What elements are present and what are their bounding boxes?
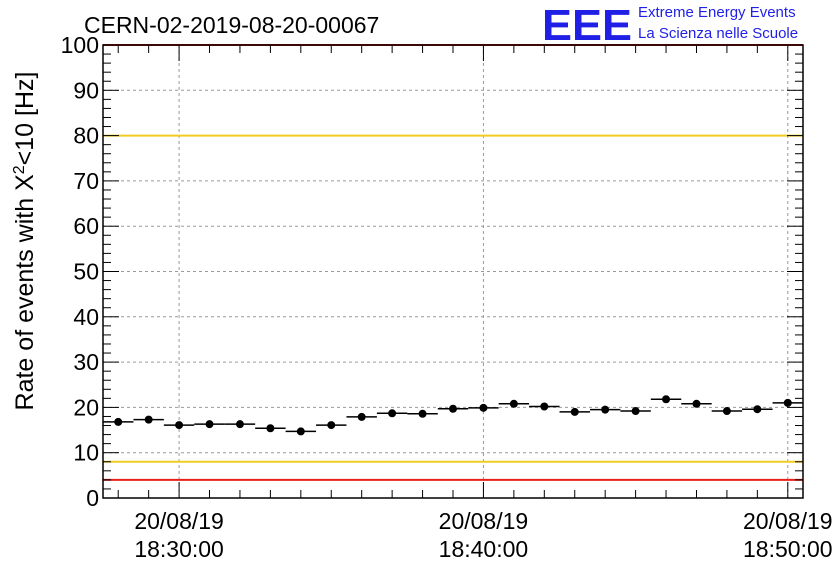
data-point [540,402,549,411]
data-point [753,405,762,414]
data-point [570,407,579,416]
data-point [266,424,275,433]
grid [103,45,803,498]
x-tick-label-time: 18:30:00 [134,536,224,562]
y-tick-label: 40 [73,304,99,330]
logo-line-1: Extreme Energy Events [638,4,796,21]
y-axis-label: Rate of events with X2<10 [Hz] [11,72,39,411]
data-point [631,407,640,416]
axes: 010203040506070809010020/08/1918:30:0020… [61,32,833,562]
data-point [692,399,701,408]
y-tick-label: 90 [73,77,99,103]
data-point [449,404,457,413]
y-tick-label: 50 [73,259,99,285]
data-point [722,407,731,416]
data-point [175,421,184,430]
data-point [388,409,397,418]
data-point [662,395,671,404]
data-points [103,395,803,436]
x-tick-label-time: 18:50:00 [743,536,833,562]
x-tick-label-time: 18:40:00 [439,536,529,562]
data-point [296,427,305,436]
x-tick-label-date: 20/08/19 [134,508,224,534]
data-point [783,398,792,407]
y-tick-label: 60 [73,213,99,239]
y-axis-label-main: Rate of events with X [11,174,39,411]
x-tick-label-date: 20/08/19 [743,508,833,534]
y-tick-label: 10 [73,440,99,466]
data-point [509,399,518,408]
data-point [601,405,610,414]
y-tick-label: 20 [73,394,99,420]
y-tick-label: 0 [86,485,99,511]
data-point [205,420,214,429]
y-tick-label: 100 [61,32,99,58]
eee-logo: EEE Extreme Energy Events La Scienza nel… [542,1,798,50]
y-tick-label: 30 [73,349,99,375]
data-point [479,403,488,412]
data-point [357,412,366,421]
data-point [114,417,123,426]
data-point [327,421,336,430]
logo-letters: EEE [542,1,632,50]
data-point [144,415,153,424]
chart-title: CERN-02-2019-08-20-00067 [84,12,379,38]
y-axis-label-superscript: 2 [11,165,28,174]
data-point [418,409,427,418]
data-point [235,420,244,429]
x-tick-label-date: 20/08/19 [439,508,529,534]
y-axis-label-tail: <10 [Hz] [11,72,39,166]
logo-line-2: La Scienza nelle Scuole [638,25,798,42]
reference-lines [103,44,803,481]
y-tick-label: 80 [73,123,99,149]
y-tick-label: 70 [73,168,99,194]
